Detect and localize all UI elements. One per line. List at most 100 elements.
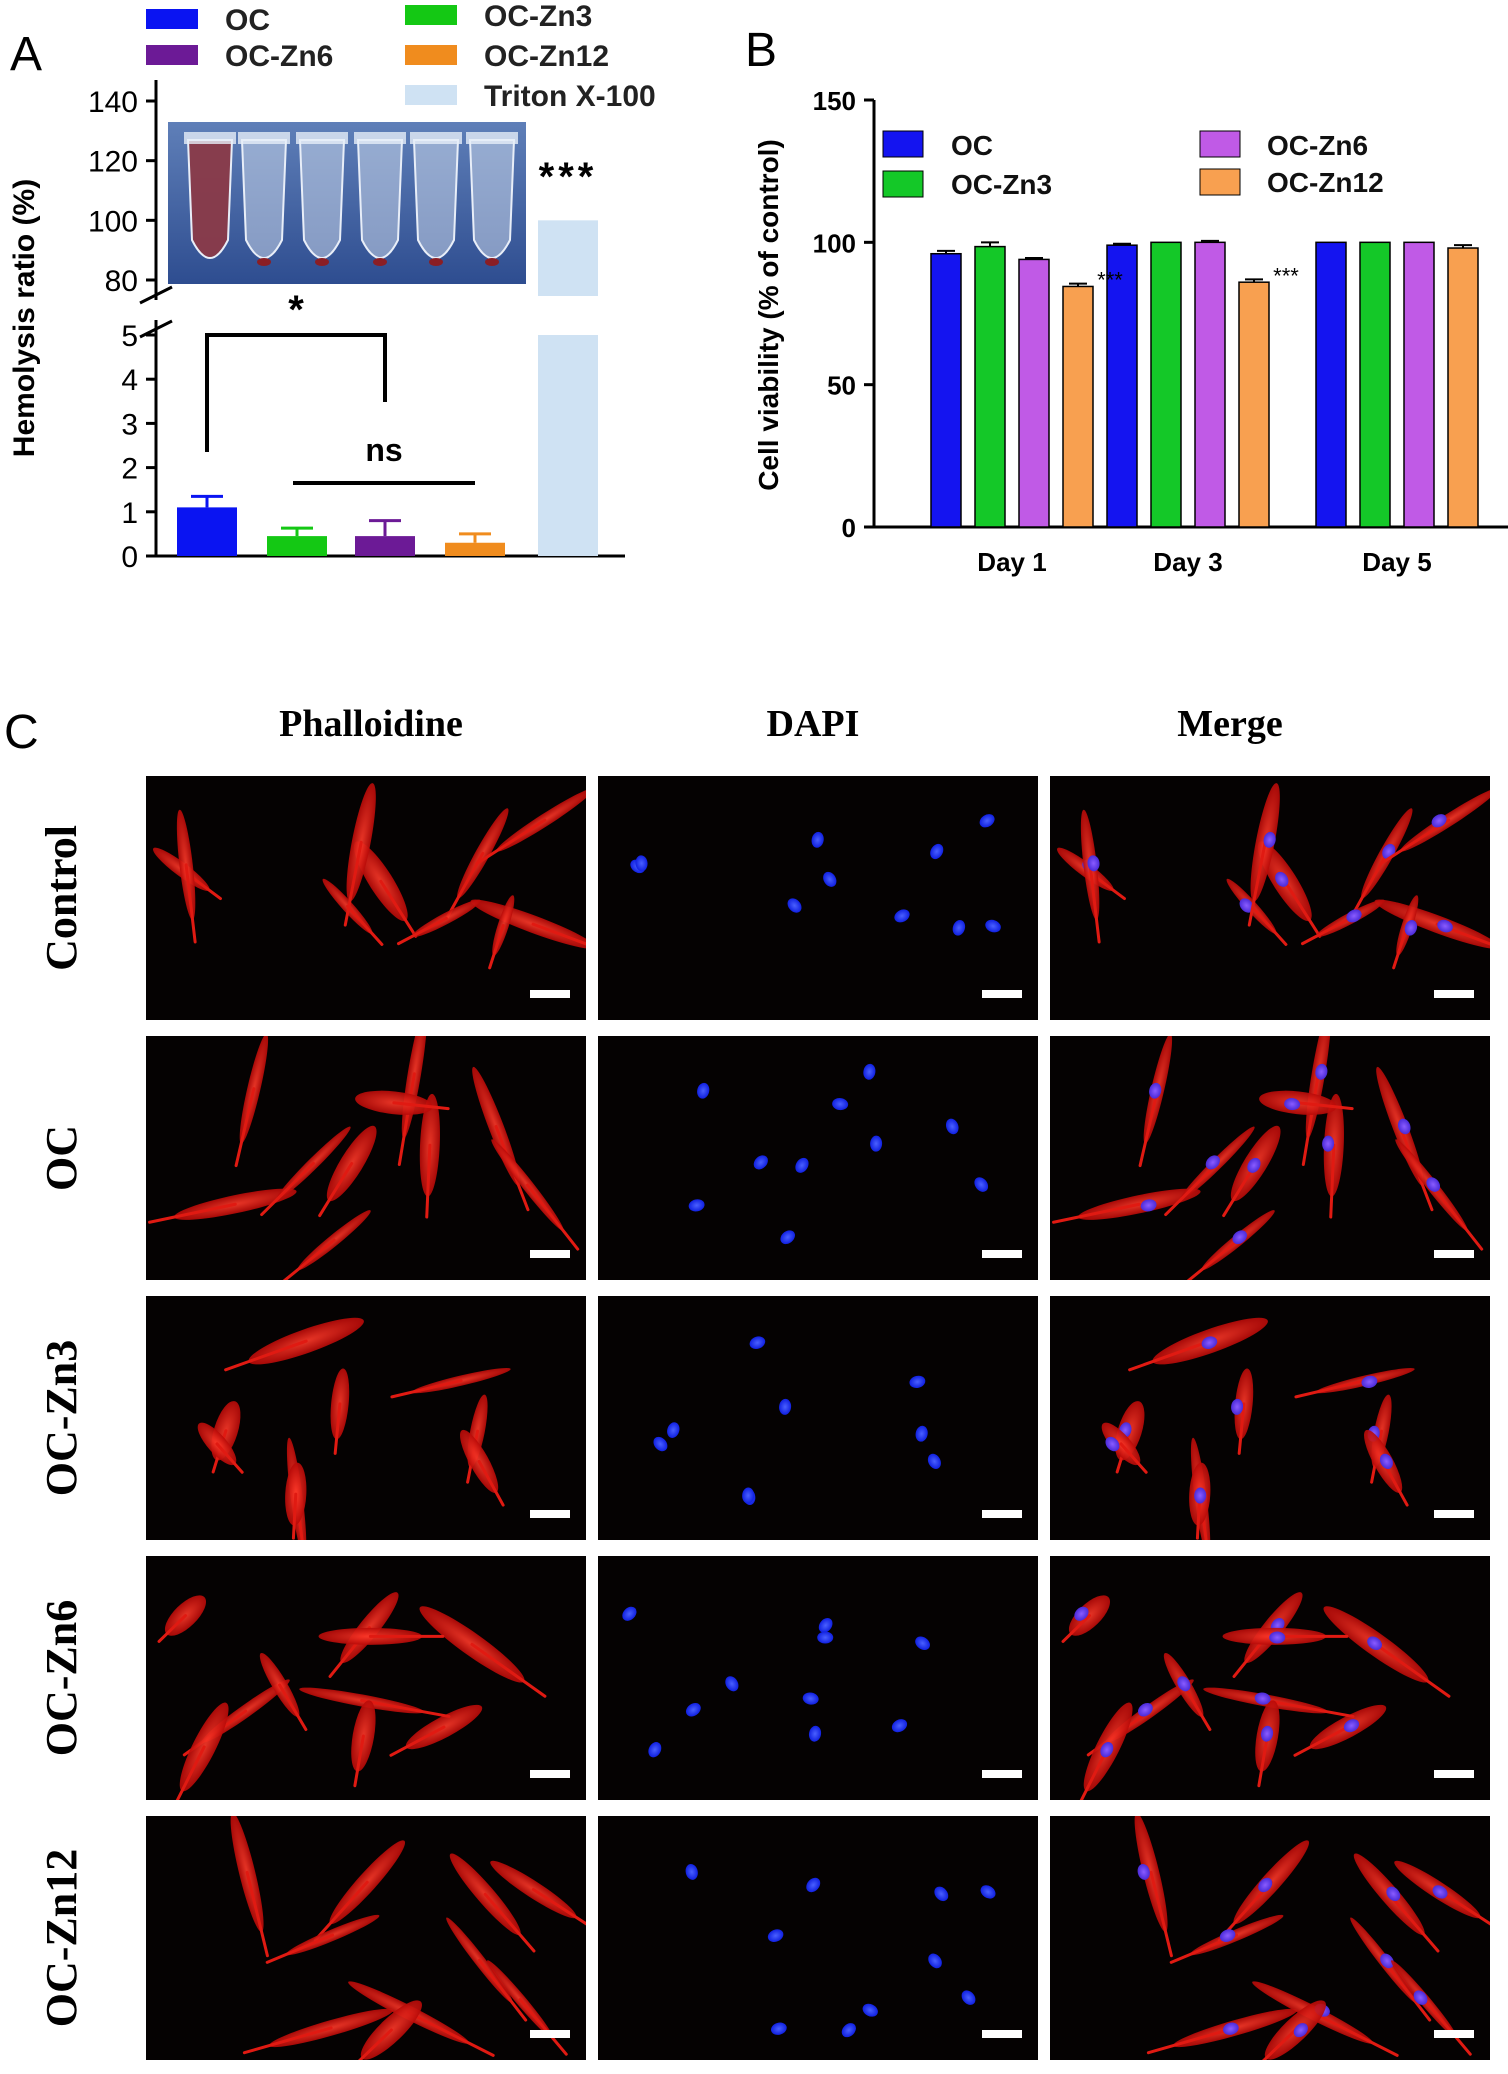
bar-b-1-0 [974, 245, 1006, 528]
micrograph-grid [146, 776, 1490, 2060]
row-label: Control [37, 825, 86, 971]
merge-image [1050, 1296, 1490, 1540]
row-label: OC [37, 1125, 86, 1191]
y-tick-label-a: 3 [121, 408, 138, 441]
row-label: OC-Zn3 [37, 1340, 86, 1496]
panel-label-b: B [745, 24, 777, 77]
y-tick-label-a: 100 [88, 205, 138, 238]
y-tick-label-a: 4 [121, 364, 138, 397]
bar-a-1 [267, 536, 327, 556]
legend-a-swatch-4 [405, 85, 457, 105]
y-tick-label-a: 80 [105, 265, 138, 298]
legend-a-label-4: Triton X-100 [484, 80, 656, 113]
bar-a-4 [538, 335, 598, 556]
phalloidine-image [146, 1816, 586, 2060]
x-tick-label-b: Day 5 [1362, 547, 1431, 577]
scale-bar [1434, 2030, 1474, 2038]
y-tick-label-a: 0 [121, 541, 138, 574]
scale-bar [530, 1510, 570, 1518]
scale-bar [982, 990, 1022, 998]
column-header-phalloidine: Phalloidine [279, 703, 463, 745]
bar-a-4-upper [538, 220, 598, 296]
legend-a-label-1: OC-Zn6 [225, 40, 333, 73]
tube [184, 132, 236, 259]
scale-bar [1434, 1510, 1474, 1518]
y-ticks-a: 0 1 2 3 4 5 80 100 120 140 [88, 86, 156, 574]
bar-b-0-2 [1315, 241, 1347, 528]
bar-a-3 [445, 542, 505, 556]
column-header-merge: Merge [1177, 703, 1282, 745]
merge-image [1050, 1036, 1490, 1280]
legend-b-swatch-3 [1199, 168, 1241, 196]
bar-b-3-0 [1062, 285, 1094, 528]
scale-bar [982, 2030, 1022, 2038]
x-tick-label-b: Day 3 [1153, 547, 1222, 577]
legend-b-swatch-2 [1199, 130, 1241, 158]
legend-a-swatch-2 [405, 5, 457, 25]
y-tick-label-b: 0 [842, 513, 856, 543]
legend-b: OC OC-Zn3 OC-Zn6 OC-Zn12 [882, 130, 1384, 200]
bar-b-3-2 [1447, 247, 1479, 528]
bar-b-1-2 [1359, 241, 1391, 528]
row-label: OC-Zn6 [37, 1600, 86, 1756]
tube-photo-inset [168, 122, 526, 284]
scale-bar [530, 1770, 570, 1778]
legend-a-swatch-0 [146, 9, 198, 29]
merge-image [1050, 1816, 1490, 2060]
legend-a: OC OC-Zn6 OC-Zn3 OC-Zn12 Triton X-100 [146, 0, 656, 113]
dapi-image [598, 1296, 1038, 1540]
sig-triple-a: *** [539, 155, 598, 199]
x-ticks-b: Day 1 Day 3 Day 5 [977, 547, 1431, 577]
y-axis-label-a: Hemolysis ratio (%) [8, 179, 41, 457]
bar-b-3-1 [1238, 281, 1270, 528]
tube [354, 132, 406, 266]
column-headers-c: Phalloidine DAPI Merge [279, 703, 1283, 745]
y-tick-label-a: 120 [88, 146, 138, 179]
dapi-image [598, 776, 1038, 1020]
column-header-dapi: DAPI [767, 703, 860, 745]
bar-b-2-0 [1018, 258, 1050, 528]
tube [410, 132, 462, 266]
bar-b-1-1 [1150, 241, 1182, 528]
legend-a-swatch-1 [146, 45, 198, 65]
scale-bar [982, 1250, 1022, 1258]
phalloidine-image [146, 1036, 586, 1280]
legend-b-swatch-0 [882, 130, 924, 158]
merge-image [1050, 776, 1490, 1020]
legend-a-swatch-3 [405, 45, 457, 65]
scale-bar [1434, 1250, 1474, 1258]
y-tick-label-a: 1 [121, 497, 138, 530]
sig-triple-b: *** [1273, 263, 1299, 288]
legend-a-label-2: OC-Zn3 [484, 0, 592, 33]
bar-a-2 [355, 536, 415, 556]
y-tick-label-a: 140 [88, 86, 138, 119]
scale-bar [530, 1250, 570, 1258]
scale-bar [530, 2030, 570, 2038]
bars-b: *** *** [930, 239, 1479, 528]
bar-b-2-1 [1194, 241, 1226, 528]
phalloidine-image [146, 776, 586, 1020]
panel-label-a: A [10, 28, 42, 81]
legend-b-label-3: OC-Zn12 [1267, 167, 1384, 198]
y-ticks-b: 0 50 100 150 [813, 86, 874, 543]
y-tick-label-b: 50 [827, 371, 856, 401]
row-label: OC-Zn12 [37, 1849, 86, 2027]
phalloidine-image [146, 1556, 586, 1800]
dapi-image [598, 1036, 1038, 1280]
scale-bar [982, 1770, 1022, 1778]
x-tick-label-b: Day 1 [977, 547, 1046, 577]
y-tick-label-b: 150 [813, 86, 856, 116]
y-tick-label-b: 100 [813, 228, 856, 258]
scale-bar [1434, 1770, 1474, 1778]
tube [238, 132, 290, 266]
scale-bar [982, 1510, 1022, 1518]
dapi-image [598, 1816, 1038, 2060]
bar-b-0-0 [930, 252, 962, 528]
bar-a-0 [177, 507, 237, 556]
tube [296, 132, 348, 266]
bar-b-2-2 [1403, 241, 1435, 528]
dapi-image [598, 1556, 1038, 1800]
legend-b-label-0: OC [951, 130, 993, 161]
scale-bar [1434, 990, 1474, 998]
legend-b-label-2: OC-Zn6 [1267, 130, 1368, 161]
